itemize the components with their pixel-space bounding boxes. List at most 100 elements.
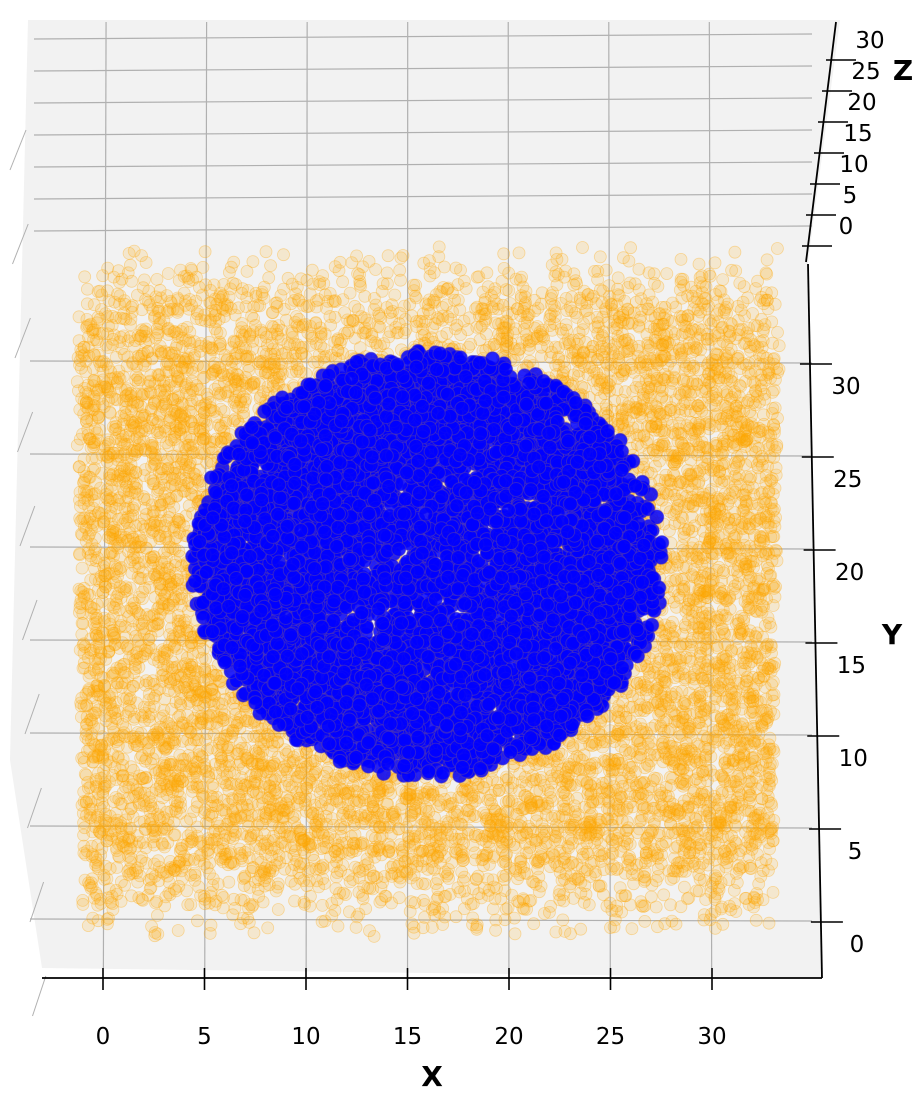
point-shell <box>611 727 624 741</box>
point-shell <box>761 302 775 316</box>
point-shell <box>393 263 407 277</box>
point-shell <box>153 339 167 353</box>
point-shell <box>771 325 784 339</box>
point-shell <box>576 241 589 254</box>
point-shell <box>660 267 674 281</box>
point-shell <box>391 859 405 873</box>
grid-edge-left <box>17 411 34 453</box>
point-shell <box>709 438 723 452</box>
point-shell <box>155 462 169 476</box>
point-shell <box>648 276 661 290</box>
point-shell <box>239 300 253 314</box>
point-shell <box>547 754 561 767</box>
grid-line-z-10 <box>33 161 813 168</box>
point-shell <box>203 927 217 940</box>
point-shell <box>728 506 742 519</box>
point-shell <box>353 274 367 288</box>
point-shell <box>198 690 212 704</box>
point-shell <box>325 897 339 910</box>
point-shell <box>653 704 667 718</box>
point-shell <box>736 488 749 502</box>
point-shell <box>754 816 768 830</box>
point-shell <box>70 438 84 452</box>
point-shell <box>767 383 781 397</box>
point-shell <box>150 909 164 922</box>
point-shell <box>171 924 185 937</box>
grid-line-z-30 <box>33 33 813 40</box>
point-shell <box>259 245 273 259</box>
point-shell <box>86 911 100 925</box>
point-shell <box>679 385 693 399</box>
point-shell <box>692 257 706 271</box>
point-shell <box>204 918 218 932</box>
grid-line-y-5 <box>29 825 813 829</box>
point-shell <box>113 530 127 544</box>
point-shell <box>197 414 211 428</box>
point-shell <box>76 607 90 620</box>
point-shell <box>622 332 635 346</box>
point-shell <box>749 835 762 848</box>
point-shell <box>480 814 494 828</box>
point-shell <box>84 553 98 567</box>
point-shell <box>760 745 774 759</box>
point-shell <box>165 471 179 485</box>
point-shell <box>313 275 327 289</box>
grid-line-y-0 <box>29 918 813 922</box>
point-shell <box>213 286 227 300</box>
point-shell <box>170 489 184 503</box>
grid-edge-left <box>19 505 36 547</box>
point-shell <box>336 293 350 307</box>
grid-edge-left <box>9 129 27 171</box>
point-shell <box>689 434 703 447</box>
point-shell <box>762 836 775 849</box>
grid-line-z-0 <box>33 225 813 232</box>
grid-edge-left <box>24 693 40 735</box>
point-shell <box>247 926 261 940</box>
grid-line-x-5 <box>204 21 208 969</box>
grid-line-z-25 <box>33 65 813 72</box>
point-shell <box>198 245 212 259</box>
point-shell <box>530 796 544 809</box>
point-shell <box>76 894 90 907</box>
point-shell <box>678 880 691 894</box>
grid-line-x-0 <box>102 21 107 969</box>
point-shell <box>549 340 562 354</box>
point-shell <box>336 275 350 289</box>
point-shell <box>762 365 775 379</box>
point-shell <box>408 804 422 818</box>
point-shell <box>237 329 251 343</box>
point-shell <box>112 370 125 384</box>
point-shell <box>261 921 275 935</box>
grid-edge-left <box>27 787 42 829</box>
point-shell <box>688 784 701 797</box>
point-shell <box>375 829 389 843</box>
point-shell <box>380 266 394 280</box>
point-shell <box>199 278 213 292</box>
point-shell <box>431 890 445 904</box>
point-shell <box>632 262 646 276</box>
point-shell <box>596 310 609 324</box>
point-shell <box>96 595 109 608</box>
point-shell <box>705 567 718 581</box>
point-shell <box>110 676 124 690</box>
grid-line-z-15 <box>33 129 813 136</box>
grid-edge-left <box>14 317 31 359</box>
grid-line-z-5 <box>33 193 813 200</box>
point-shell <box>762 916 776 930</box>
point-shell <box>131 570 145 584</box>
point-shell <box>356 260 370 274</box>
point-shell <box>268 348 282 361</box>
point-shell <box>729 820 742 833</box>
point-shell <box>723 775 737 788</box>
point-shell <box>380 277 394 291</box>
point-shell <box>161 267 175 280</box>
point-shell <box>593 250 607 264</box>
point-shell <box>449 261 463 275</box>
point-shell <box>661 648 674 661</box>
point-shell <box>527 875 541 889</box>
point-shell <box>93 689 107 702</box>
point-shell <box>190 914 204 928</box>
point-shell <box>663 621 677 635</box>
point-shell <box>111 446 124 460</box>
grid-line-z-20 <box>33 97 813 104</box>
